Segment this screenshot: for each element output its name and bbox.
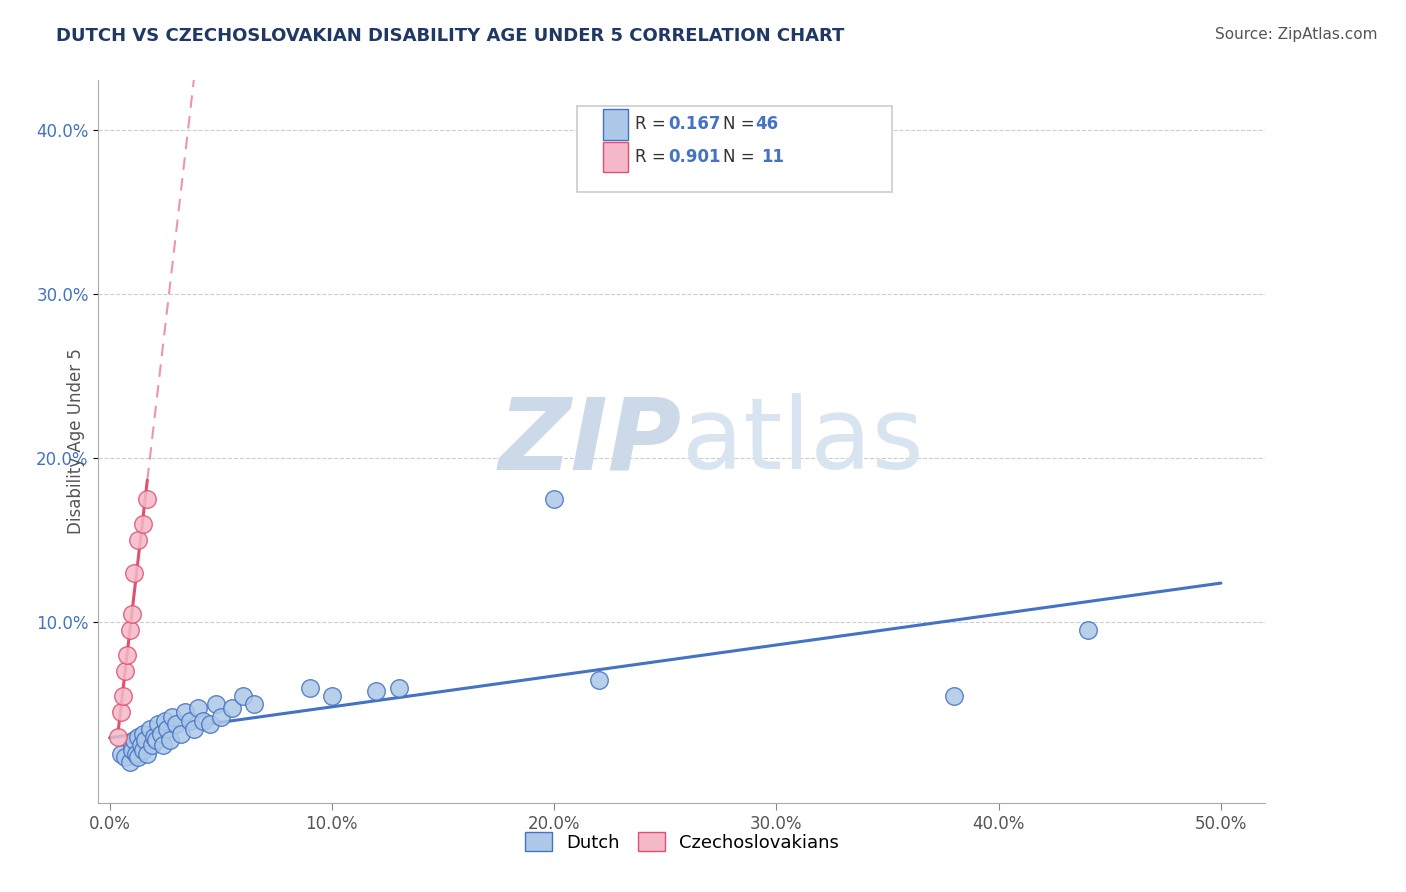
Point (121, 743, 143, 757)
Point (127, 730, 149, 744)
Point (366, 684, 388, 698)
Point (125, 747, 148, 761)
FancyBboxPatch shape (603, 142, 628, 172)
Text: ZIP: ZIP (499, 393, 682, 490)
Point (169, 727, 191, 741)
Point (110, 747, 132, 761)
Point (114, 749, 136, 764)
Point (160, 710, 183, 724)
Point (148, 717, 170, 731)
Point (118, 624, 141, 638)
Y-axis label: Disability Age Under 5: Disability Age Under 5 (66, 349, 84, 534)
Point (122, 733, 145, 747)
Point (138, 722, 160, 736)
Point (159, 733, 181, 747)
Text: N =: N = (723, 148, 759, 166)
Point (187, 700, 209, 714)
Point (165, 717, 187, 731)
Point (136, 491, 159, 506)
Point (114, 665, 136, 679)
Text: 0.167: 0.167 (668, 115, 720, 133)
Point (134, 733, 156, 747)
Point (156, 722, 179, 736)
Text: Source: ZipAtlas.com: Source: ZipAtlas.com (1215, 27, 1378, 42)
Legend: Dutch, Czechoslovakians: Dutch, Czechoslovakians (517, 825, 846, 859)
Point (122, 566, 145, 580)
Point (321, 689, 343, 703)
Point (243, 698, 266, 712)
Point (205, 698, 228, 712)
Point (543, 491, 565, 506)
Point (118, 755, 141, 769)
Text: R =: R = (636, 115, 671, 133)
Point (117, 648, 139, 662)
Point (136, 747, 159, 761)
Point (111, 689, 134, 703)
Point (107, 730, 129, 744)
Point (127, 749, 149, 764)
Text: R =: R = (636, 148, 671, 166)
Point (129, 739, 152, 753)
FancyBboxPatch shape (603, 109, 628, 139)
Point (298, 681, 321, 695)
Text: N =: N = (723, 115, 759, 133)
Point (121, 739, 143, 753)
Point (387, 681, 409, 695)
Point (191, 714, 214, 728)
Point (221, 700, 243, 714)
Point (127, 533, 149, 547)
Point (209, 710, 232, 724)
Text: 46: 46 (755, 115, 779, 133)
Point (149, 727, 172, 741)
Point (174, 706, 197, 720)
Text: DUTCH VS CZECHOSLOVAKIAN DISABILITY AGE UNDER 5 CORRELATION CHART: DUTCH VS CZECHOSLOVAKIAN DISABILITY AGE … (56, 27, 845, 45)
Point (143, 730, 166, 744)
Point (153, 714, 176, 728)
Point (588, 673, 610, 687)
Point (943, 689, 966, 703)
Point (141, 739, 163, 753)
Text: atlas: atlas (682, 393, 924, 490)
Point (110, 706, 132, 720)
Point (1077, 624, 1099, 638)
Text: 0.901: 0.901 (668, 148, 720, 166)
Point (232, 689, 254, 703)
Text: 11: 11 (761, 148, 785, 166)
Point (121, 607, 143, 621)
Point (132, 743, 155, 757)
Point (145, 733, 167, 747)
Point (179, 714, 201, 728)
Point (198, 717, 221, 731)
Point (152, 739, 174, 753)
Point (183, 722, 205, 736)
Point (132, 516, 155, 531)
Point (132, 727, 155, 741)
FancyBboxPatch shape (576, 105, 891, 193)
